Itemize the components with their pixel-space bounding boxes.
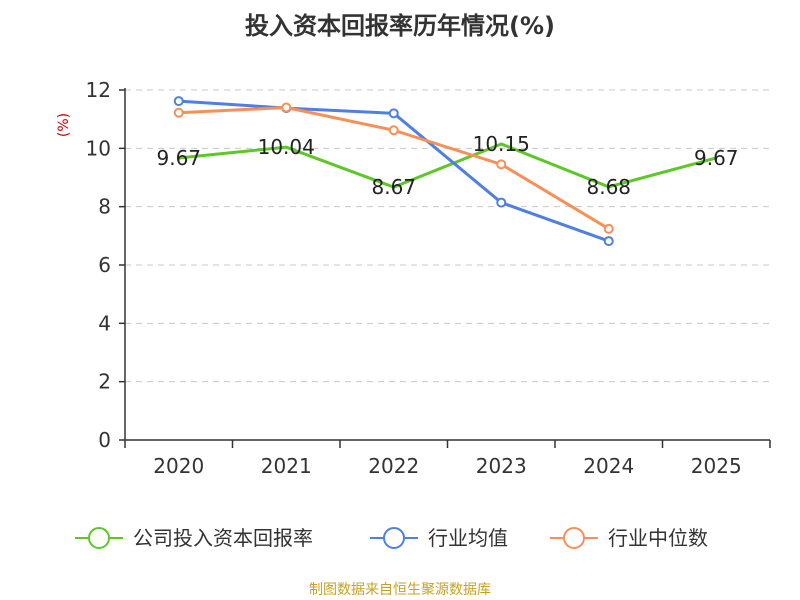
data-label: 10.15 [473,132,530,156]
data-label: 10.04 [258,135,315,159]
legend-marker-1 [383,527,405,549]
data-label: 9.67 [694,146,739,170]
y-tick-label: 0 [98,428,111,452]
legend: 公司投入资本回报率 行业均值 行业中位数 [75,526,708,550]
y-tick-label: 4 [98,311,111,335]
data-label-layer: 9.67 10.04 8.67 10.15 8.68 9.67 [156,132,738,199]
x-tick-label: 2024 [583,454,634,478]
source-note: 制图数据来自恒生聚源数据库 [309,582,491,598]
legend-label-0: 公司投入资本回报率 [133,526,313,550]
series-point-1 [496,197,507,208]
series-line-1 [178,99,610,243]
chart-title: 投入资本回报率历年情况(%) [245,12,555,40]
x-tick-label: 2020 [153,454,204,478]
y-axis-label: (%) [56,113,72,137]
legend-label-1: 行业均值 [428,526,508,550]
series-point-2 [388,125,399,136]
x-tick-label: 2021 [261,454,312,478]
y-tick-label: 12 [86,78,111,102]
series-point-2 [281,102,292,113]
y-tick-label: 8 [98,195,111,219]
series-point-2 [173,107,184,118]
series-layer [173,96,717,247]
series-point-1 [388,108,399,119]
data-label: 8.67 [371,175,416,199]
y-tick-label: 10 [86,136,111,160]
x-tick-label: 2022 [368,454,419,478]
data-label: 9.67 [156,146,201,170]
x-tick-label: 2025 [691,454,742,478]
data-label: 8.68 [586,175,631,199]
series-point-2 [603,223,614,234]
legend-marker-0 [88,527,110,549]
series-point-2 [496,159,507,170]
series-point-1 [603,236,614,247]
x-tick-label: 2023 [476,454,527,478]
legend-label-2: 行业中位数 [608,526,708,550]
legend-marker-2 [563,527,585,549]
series-point-1 [173,96,184,107]
y-tick-label: 6 [98,253,111,277]
grid-layer [125,89,770,383]
y-tick-label: 2 [98,370,111,394]
series-line-0 [178,142,717,189]
axis-layer: 0 2 4 6 8 10 12 2020 2021 2022 2023 2024 2025 [86,78,771,478]
